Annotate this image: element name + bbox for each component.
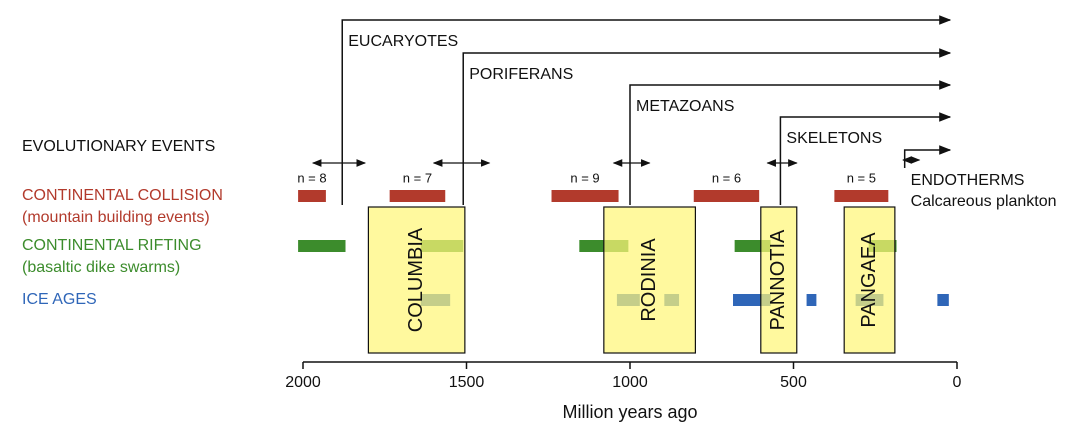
bar xyxy=(298,190,326,202)
event-label: PORIFERANS xyxy=(469,66,573,83)
event-arrow xyxy=(903,145,952,168)
event-label: METAZOANS xyxy=(636,98,734,115)
events-legend: EVOLUTIONARY EVENTS xyxy=(22,138,215,155)
supercontinent-box xyxy=(367,206,466,354)
event-arrow xyxy=(341,15,952,205)
bar xyxy=(834,190,889,202)
supercontinent-label: PANNOTIA xyxy=(767,229,789,330)
event-arrow xyxy=(779,112,952,205)
event-label: EUCARYOTES xyxy=(348,33,458,50)
bar xyxy=(937,294,949,306)
x-tick-label: 500 xyxy=(780,374,807,391)
bar xyxy=(389,190,446,202)
event-label: ENDOTHERMS xyxy=(911,172,1025,189)
supercontinent-label: PANGAEA xyxy=(858,232,880,328)
supercontinent-box xyxy=(843,206,896,354)
bar xyxy=(298,240,346,252)
row-label: CONTINENTAL COLLISION xyxy=(22,187,223,204)
bar-label: n = 6 xyxy=(712,170,741,185)
bar-label: n = 7 xyxy=(403,170,432,185)
row-label: CONTINENTAL RIFTING xyxy=(22,237,202,254)
supercontinent-label: COLUMBIA xyxy=(405,227,427,332)
bar-label: n = 8 xyxy=(297,170,326,185)
row-note: (mountain building events) xyxy=(22,209,210,226)
bar xyxy=(806,294,817,306)
event-label: SKELETONS xyxy=(786,130,882,147)
supercontinent-label: RODINIA xyxy=(638,238,660,322)
x-tick-label: 2000 xyxy=(285,374,321,391)
x-tick-label: 1000 xyxy=(612,374,648,391)
bar-label: n = 9 xyxy=(570,170,599,185)
bar xyxy=(551,190,619,202)
row-note: (basaltic dike swarms) xyxy=(22,259,180,276)
x-axis-label: Million years ago xyxy=(562,402,697,422)
x-tick-label: 1500 xyxy=(449,374,485,391)
x-tick-label: 0 xyxy=(953,374,962,391)
bar xyxy=(693,190,760,202)
row-label: ICE AGES xyxy=(22,291,97,308)
supercontinent-box xyxy=(603,206,697,354)
supercontinent-box xyxy=(760,206,798,354)
bar-label: n = 5 xyxy=(847,170,876,185)
event-arrow xyxy=(462,48,952,205)
event-note: Calcareous plankton xyxy=(911,193,1057,210)
